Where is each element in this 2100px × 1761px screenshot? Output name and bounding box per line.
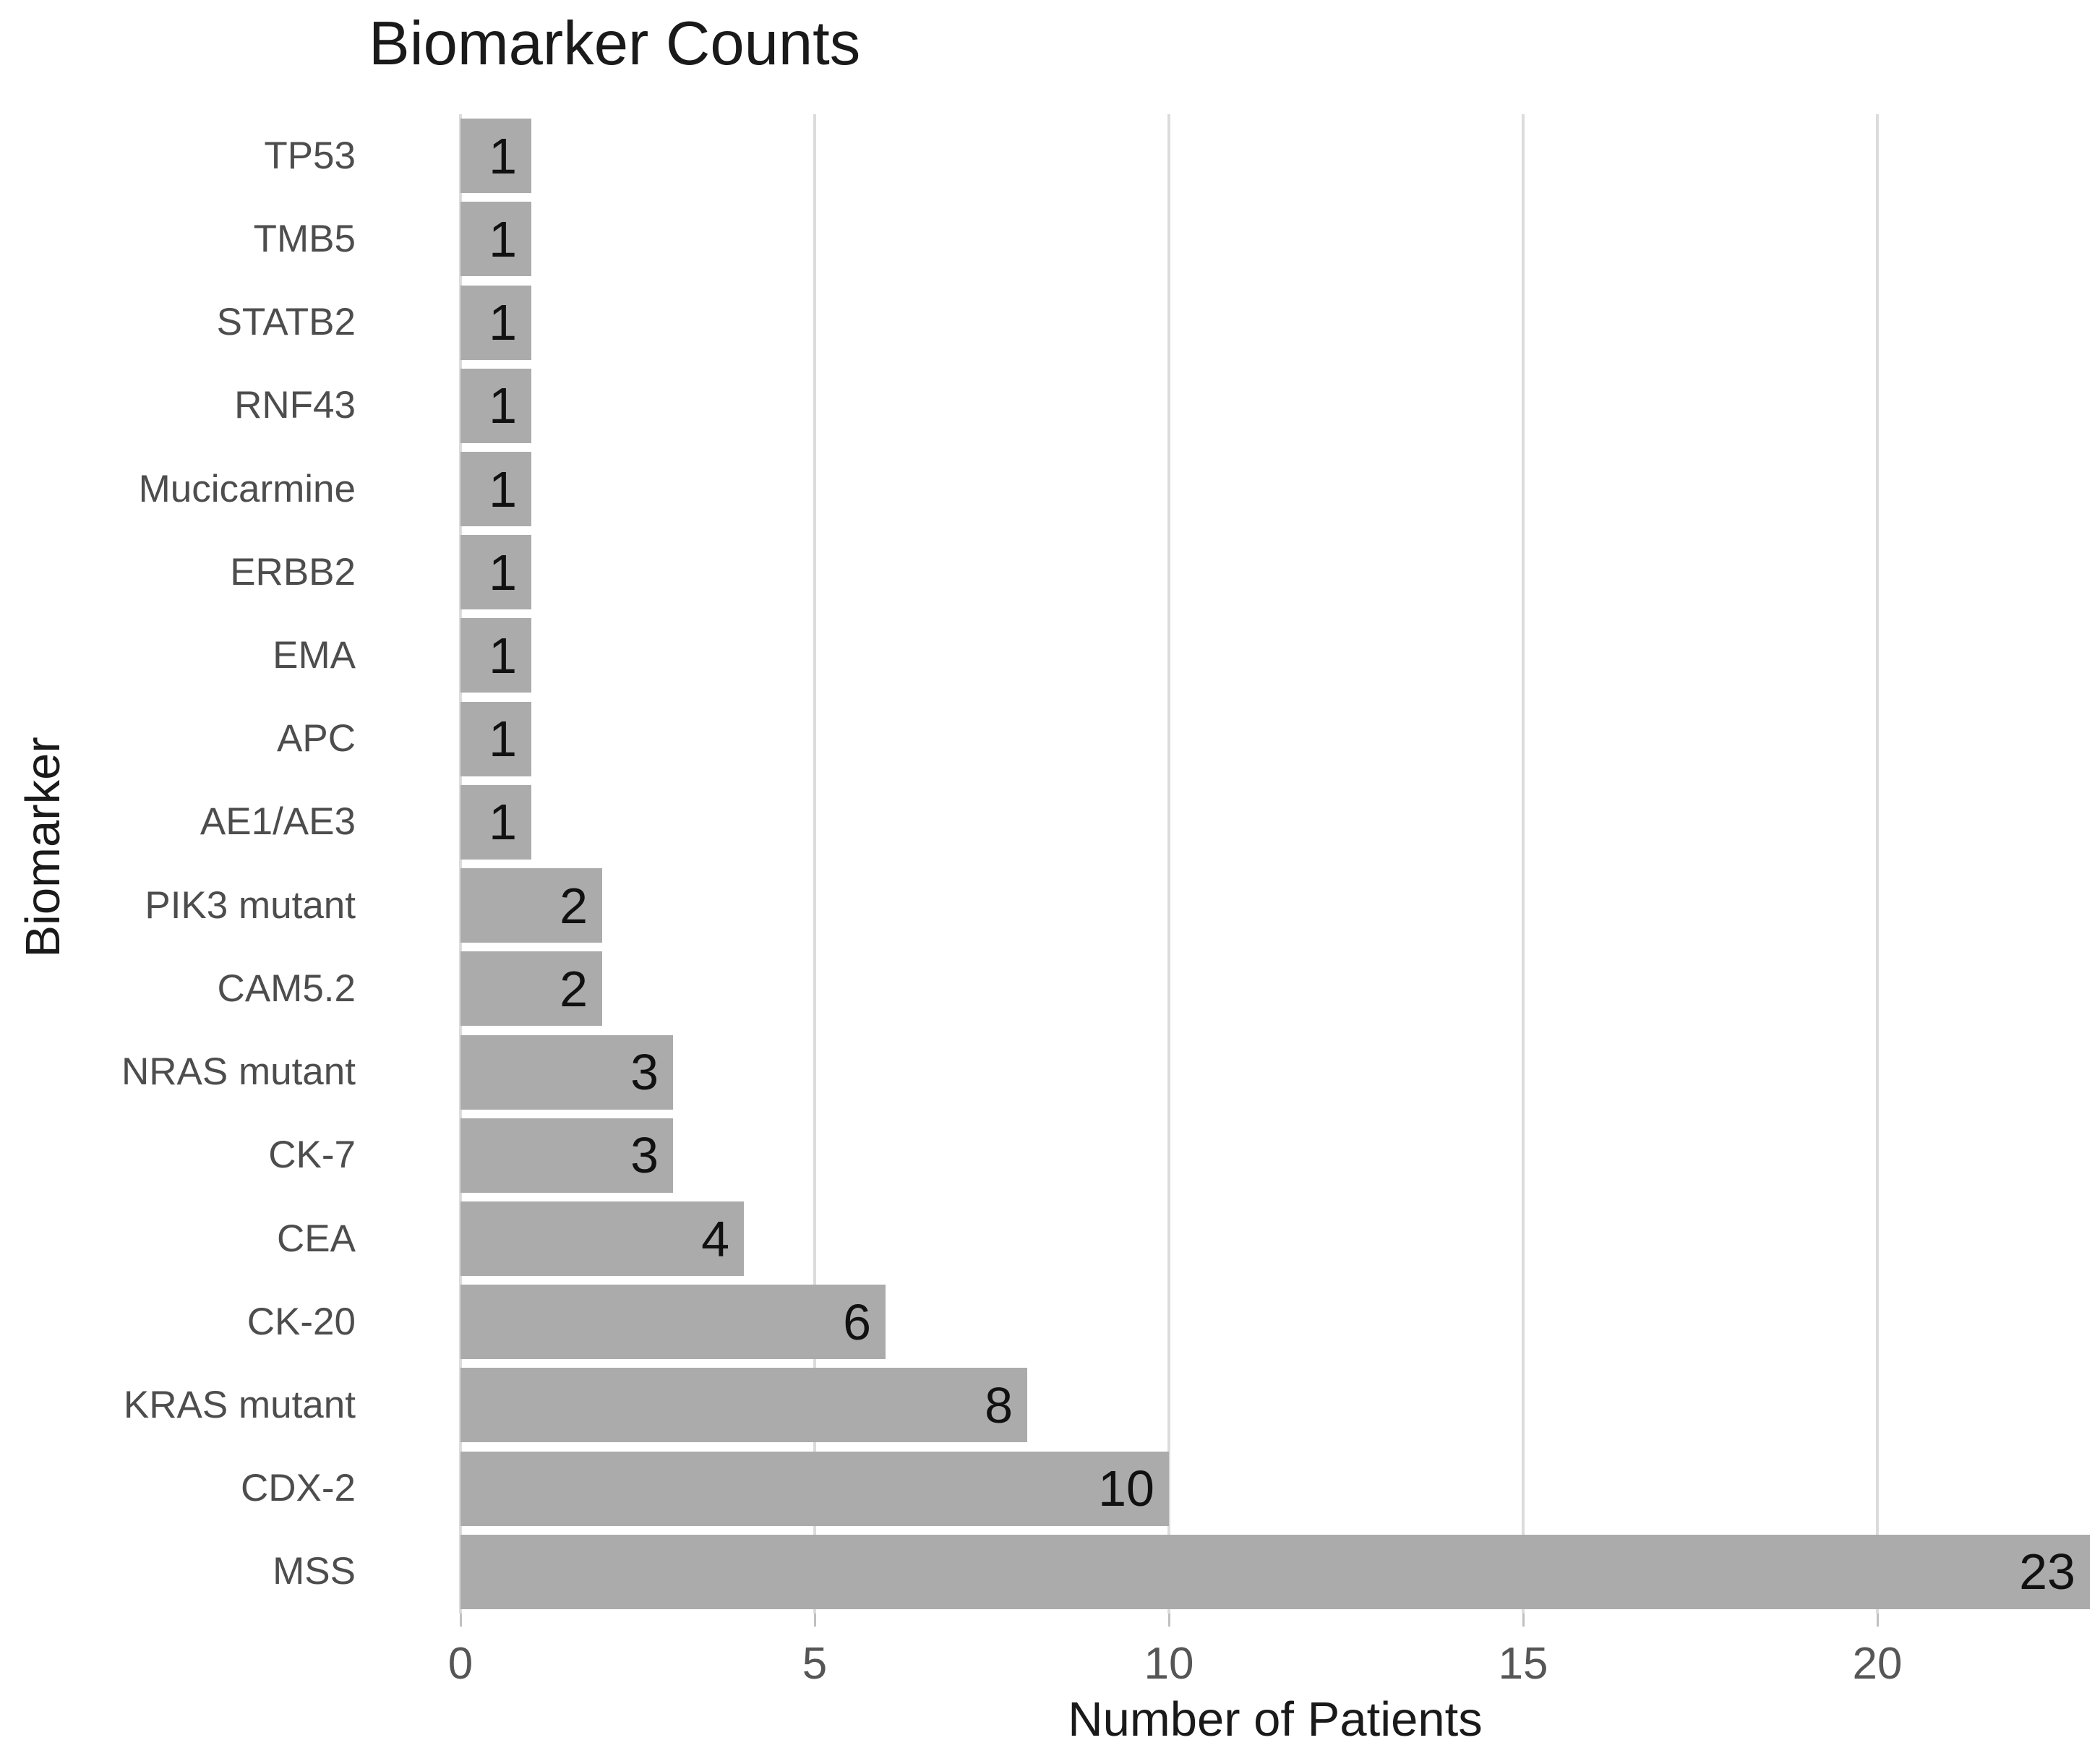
bar-ema: 1 bbox=[460, 618, 531, 693]
bar-tmb5: 1 bbox=[460, 202, 531, 277]
category-label-pik3-mutant: PIK3 mutant bbox=[145, 883, 356, 927]
bar-value-label: 1 bbox=[489, 377, 517, 434]
bar-value-label: 1 bbox=[489, 460, 517, 518]
bar-value-label: 1 bbox=[489, 210, 517, 267]
category-label-statb2: STATB2 bbox=[216, 301, 356, 344]
category-label-ck-7: CK-7 bbox=[268, 1134, 356, 1177]
bar-pik3-mutant: 2 bbox=[460, 868, 602, 943]
bar-value-label: 1 bbox=[489, 294, 517, 351]
bar-value-label: 1 bbox=[489, 711, 517, 768]
bar-cdx-2: 10 bbox=[460, 1451, 1169, 1526]
category-label-ck-20: CK-20 bbox=[247, 1300, 356, 1343]
bar-apc: 1 bbox=[460, 701, 531, 776]
bar-value-label: 2 bbox=[560, 877, 588, 934]
bar-statb2: 1 bbox=[460, 285, 531, 360]
x-tick-label-5: 5 bbox=[802, 1639, 828, 1689]
category-label-cam5-2: CAM5.2 bbox=[217, 967, 356, 1010]
bar-ck-7: 3 bbox=[460, 1118, 673, 1193]
x-tick-label-15: 15 bbox=[1498, 1639, 1548, 1689]
x-tick-mark-0 bbox=[460, 1614, 462, 1627]
bar-value-label: 3 bbox=[630, 1127, 659, 1184]
bar-kras-mutant: 8 bbox=[460, 1368, 1027, 1443]
x-tick-label-20: 20 bbox=[1852, 1639, 1903, 1689]
bar-ck-20: 6 bbox=[460, 1285, 886, 1360]
category-label-ae1-ae3: AE1/AE3 bbox=[200, 800, 356, 844]
bar-value-label: 1 bbox=[489, 794, 517, 851]
category-label-rnf43: RNF43 bbox=[234, 384, 356, 427]
bar-cam5-2: 2 bbox=[460, 951, 602, 1027]
category-label-mucicarmine: Mucicarmine bbox=[138, 467, 356, 510]
bar-value-label: 3 bbox=[630, 1044, 659, 1101]
x-tick-label-10: 10 bbox=[1144, 1639, 1194, 1689]
bar-mss: 23 bbox=[460, 1534, 2090, 1609]
gridline-x-5 bbox=[813, 114, 816, 1614]
bar-value-label: 10 bbox=[1098, 1460, 1154, 1517]
gridline-x-20 bbox=[1876, 114, 1879, 1614]
category-label-erbb2: ERBB2 bbox=[230, 550, 356, 594]
x-axis-title: Number of Patients bbox=[1068, 1692, 1483, 1747]
category-label-ema: EMA bbox=[273, 633, 356, 677]
category-label-mss: MSS bbox=[273, 1550, 356, 1593]
bar-value-label: 2 bbox=[560, 960, 588, 1017]
bar-value-label: 4 bbox=[701, 1210, 729, 1267]
x-tick-mark-15 bbox=[1522, 1614, 1525, 1627]
plot-area: 1 1 1 1 1 1 1 1 1 2 2 3 3 4 6 8 10 23 bbox=[459, 114, 2100, 1614]
bar-nras-mutant: 3 bbox=[460, 1034, 673, 1110]
bar-cea: 4 bbox=[460, 1201, 744, 1276]
category-label-apc: APC bbox=[277, 717, 356, 760]
bar-value-label: 23 bbox=[2019, 1543, 2075, 1601]
bar-value-label: 6 bbox=[843, 1293, 871, 1350]
category-label-tmb5: TMB5 bbox=[253, 217, 356, 260]
gridline-x-0 bbox=[459, 114, 462, 1614]
bar-ae1-ae3: 1 bbox=[460, 784, 531, 860]
x-tick-mark-20 bbox=[1877, 1614, 1879, 1627]
category-label-cea: CEA bbox=[277, 1217, 356, 1260]
category-label-cdx-2: CDX-2 bbox=[240, 1467, 356, 1510]
bar-value-label: 8 bbox=[985, 1376, 1013, 1434]
x-tick-mark-5 bbox=[814, 1614, 816, 1627]
bar-value-label: 1 bbox=[489, 544, 517, 601]
gridline-x-10 bbox=[1167, 114, 1170, 1614]
bar-value-label: 1 bbox=[489, 127, 517, 184]
gridline-x-15 bbox=[1522, 114, 1525, 1614]
bar-mucicarmine: 1 bbox=[460, 452, 531, 526]
category-label-nras-mutant: NRAS mutant bbox=[121, 1050, 356, 1094]
bar-rnf43: 1 bbox=[460, 368, 531, 443]
x-tick-mark-10 bbox=[1168, 1614, 1170, 1627]
category-label-tp53: TP53 bbox=[264, 134, 356, 177]
x-tick-label-0: 0 bbox=[447, 1639, 473, 1689]
bar-erbb2: 1 bbox=[460, 535, 531, 610]
category-label-kras-mutant: KRAS mutant bbox=[123, 1383, 356, 1426]
bar-tp53: 1 bbox=[460, 119, 531, 194]
chart-title: Biomarker Counts bbox=[369, 9, 861, 78]
bar-value-label: 1 bbox=[489, 627, 517, 684]
